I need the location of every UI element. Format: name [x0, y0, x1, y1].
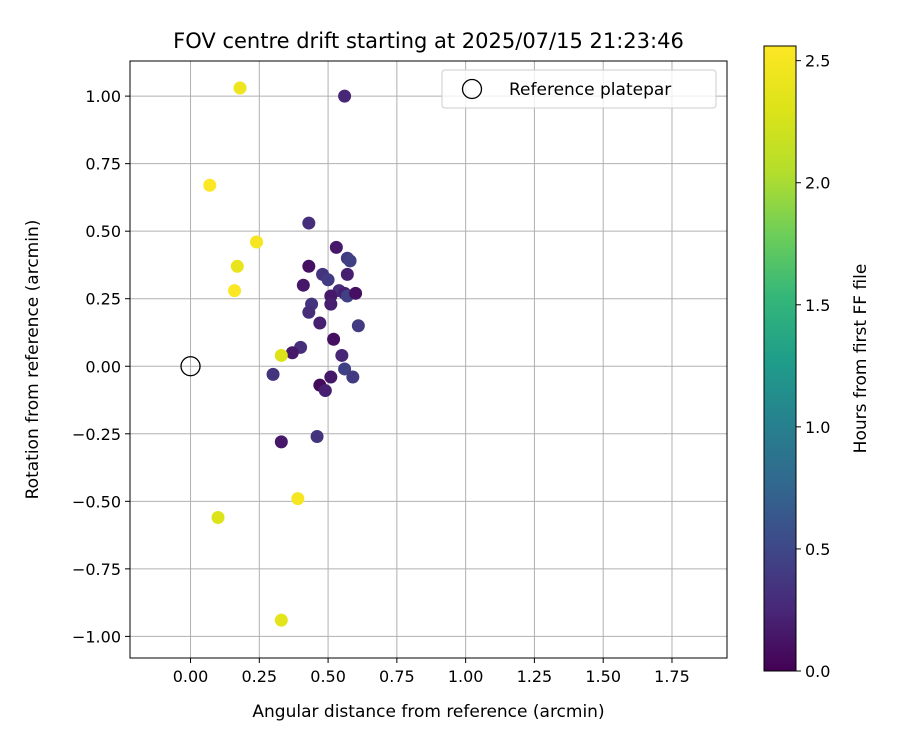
y-tick-label: 0.75 [85, 155, 121, 174]
x-tick-label: 0.25 [241, 667, 277, 686]
data-point [346, 370, 360, 384]
y-tick-label: −0.25 [72, 425, 121, 444]
x-tick-label: 0.00 [173, 667, 209, 686]
x-tick-label: 0.75 [379, 667, 415, 686]
grid [130, 61, 727, 658]
data-point [296, 278, 310, 292]
y-tick-label: −0.50 [72, 492, 121, 511]
colorbar-tick-label: 1.5 [805, 296, 830, 315]
data-point [318, 384, 332, 398]
x-tick-label: 0.50 [310, 667, 346, 686]
data-point [274, 613, 288, 627]
y-tick-label: 0.00 [85, 357, 121, 376]
legend-box [441, 69, 717, 109]
data-point [335, 348, 349, 362]
x-axis: 0.00 0.25 0.50 0.75 1.00 1.25 1.50 1.75 [173, 658, 690, 686]
data-point [324, 297, 338, 311]
y-tick-label: −0.75 [72, 560, 121, 579]
legend-label: Reference platepar [509, 80, 671, 100]
x-axis-label: Angular distance from reference (arcmin) [252, 702, 604, 722]
data-point [313, 316, 327, 330]
data-point [233, 81, 247, 95]
y-tick-label: −1.00 [72, 627, 121, 646]
colorbar-label: Hours from first FF file [851, 264, 871, 454]
reference-marker-layer [180, 356, 201, 377]
data-point [327, 332, 341, 346]
data-point [302, 216, 316, 230]
colorbar-tick-label: 2.5 [805, 52, 830, 71]
data-point [310, 429, 324, 443]
data-point [291, 492, 305, 506]
colorbar-tick-label: 0.0 [805, 662, 830, 681]
reference-marker [180, 356, 201, 377]
legend-reference-marker [461, 78, 483, 100]
legend: Reference platepar [441, 69, 717, 109]
data-point [321, 273, 335, 287]
data-point [349, 286, 363, 300]
data-point [203, 178, 217, 192]
chart-title: FOV centre drift starting at 2025/07/15 … [173, 29, 684, 53]
x-tick-label: 1.25 [517, 667, 553, 686]
data-point [329, 240, 343, 254]
x-tick-label: 1.50 [585, 667, 621, 686]
data-point [340, 267, 354, 281]
colorbar-ticks: 0.0 0.5 1.0 1.5 2.0 2.5 [796, 52, 830, 681]
colorbar-gradient [763, 45, 797, 672]
data-point [285, 346, 299, 360]
data-point [266, 367, 280, 381]
data-point [228, 284, 242, 298]
y-tick-label: 1.00 [85, 87, 121, 106]
colorbar-tick-label: 0.5 [805, 540, 830, 559]
x-tick-label: 1.75 [654, 667, 690, 686]
y-axis-label: Rotation from reference (arcmin) [23, 220, 43, 500]
colorbar: 0.0 0.5 1.0 1.5 2.0 2.5 Hours from first FF f… [763, 45, 871, 681]
data-point [230, 259, 244, 273]
colorbar-tick-label: 2.0 [805, 174, 830, 193]
x-tick-label: 1.00 [448, 667, 484, 686]
data-point [338, 89, 352, 103]
colorbar-tick-label: 1.0 [805, 418, 830, 437]
scatter-points [203, 81, 365, 627]
data-point [250, 235, 264, 249]
y-tick-label: 0.25 [85, 290, 121, 309]
data-point [302, 259, 316, 273]
data-point [302, 305, 316, 319]
y-axis: 1.00 0.75 0.50 0.25 0.00 −0.25 −0.50 −0.75 −1.00 [72, 87, 130, 646]
data-point [274, 348, 288, 362]
data-point [211, 511, 225, 525]
plot-frame [129, 60, 728, 659]
data-point [274, 435, 288, 449]
data-point [324, 370, 338, 384]
data-point [351, 319, 365, 333]
y-tick-label: 0.50 [85, 222, 121, 241]
data-point [338, 362, 352, 376]
data-point [343, 254, 357, 268]
